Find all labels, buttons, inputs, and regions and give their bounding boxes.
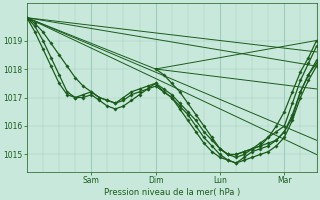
X-axis label: Pression niveau de la mer( hPa ): Pression niveau de la mer( hPa ) xyxy=(104,188,240,197)
